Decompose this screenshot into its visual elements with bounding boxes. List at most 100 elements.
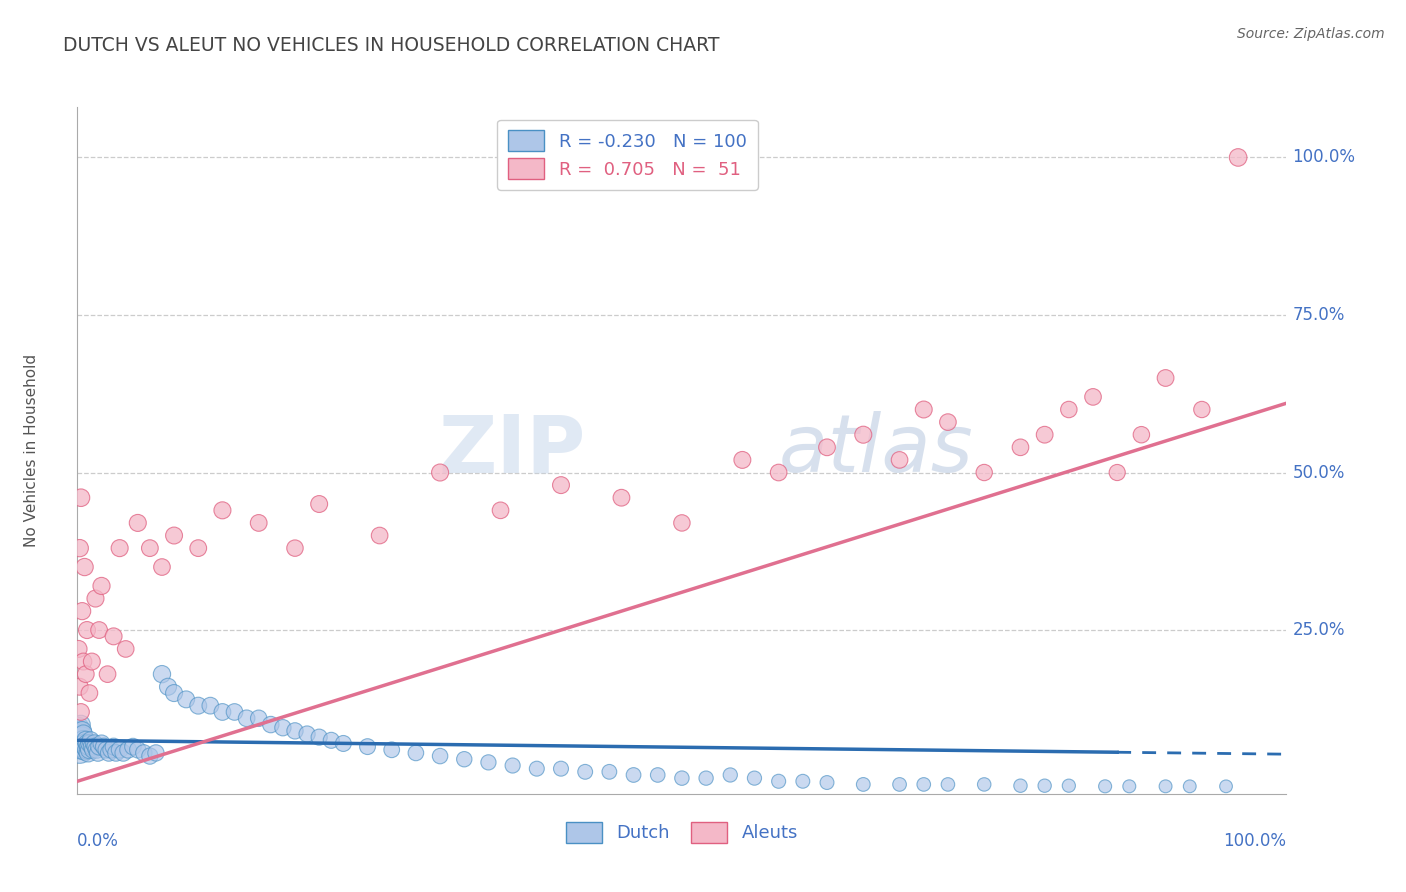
Point (211, 705, 233, 719)
Text: 75.0%: 75.0% (1292, 306, 1346, 324)
Point (295, 727, 318, 741)
Point (731, 453, 754, 467)
Point (453, 752, 475, 766)
Text: 100.0%: 100.0% (1292, 148, 1355, 167)
Point (67, 733, 90, 747)
Point (1033, 427, 1056, 442)
Point (1178, 780, 1201, 794)
Point (852, 777, 875, 791)
Point (187, 541, 209, 555)
Point (647, 768, 669, 782)
Point (122, 739, 145, 754)
Point (70, 705, 93, 719)
Point (73, 743, 96, 757)
Point (598, 764, 620, 779)
Point (936, 777, 959, 791)
Point (224, 705, 246, 719)
Point (150, 667, 173, 681)
Point (84, 591, 107, 606)
Point (70, 723, 93, 738)
Point (973, 777, 995, 791)
Point (127, 516, 149, 530)
Point (792, 774, 814, 789)
Point (139, 541, 162, 555)
Point (718, 768, 741, 782)
Point (1057, 402, 1080, 417)
Point (70, 739, 93, 754)
Point (477, 756, 499, 770)
Point (105, 746, 128, 760)
Point (103, 739, 125, 754)
Point (489, 503, 512, 517)
Point (695, 771, 717, 785)
Point (90, 579, 112, 593)
Point (157, 680, 180, 694)
Text: DUTCH VS ALEUT NO VEHICLES IN HOUSEHOLD CORRELATION CHART: DUTCH VS ALEUT NO VEHICLES IN HOUSEHOLD … (63, 36, 720, 54)
Point (260, 717, 283, 731)
Point (574, 764, 596, 779)
Point (163, 686, 186, 700)
Point (75, 739, 97, 754)
Point (610, 491, 633, 505)
Point (77, 739, 100, 754)
Text: 50.0%: 50.0% (1292, 464, 1346, 482)
Point (744, 771, 766, 785)
Point (1118, 780, 1140, 794)
Point (174, 692, 197, 706)
Point (550, 762, 572, 776)
Point (96, 743, 118, 757)
Point (405, 746, 427, 760)
Point (67, 642, 90, 657)
Point (768, 466, 790, 480)
Point (1154, 371, 1177, 385)
Point (429, 749, 451, 764)
Point (768, 774, 790, 789)
Point (889, 777, 911, 791)
Text: ZIP: ZIP (437, 411, 585, 490)
Point (96, 667, 118, 681)
Point (108, 541, 131, 555)
Legend: Dutch, Aleuts: Dutch, Aleuts (558, 814, 806, 850)
Point (97, 746, 120, 760)
Point (912, 777, 935, 791)
Point (84, 739, 107, 754)
Point (70, 730, 93, 744)
Point (67, 721, 90, 735)
Point (75, 667, 97, 681)
Point (127, 743, 149, 757)
Point (815, 775, 838, 789)
Point (623, 768, 645, 782)
Point (108, 743, 131, 757)
Point (69, 736, 91, 750)
Point (912, 402, 935, 417)
Point (69, 723, 91, 738)
Point (103, 629, 125, 643)
Point (671, 516, 693, 530)
Point (114, 642, 136, 657)
Point (80, 655, 103, 669)
Point (150, 560, 173, 574)
Point (93, 739, 115, 754)
Point (90, 736, 112, 750)
Point (87, 739, 110, 754)
Point (356, 739, 378, 754)
Text: 100.0%: 100.0% (1223, 831, 1286, 850)
Point (308, 730, 330, 744)
Point (271, 721, 294, 735)
Point (936, 415, 959, 429)
Point (67, 727, 90, 741)
Point (72, 655, 94, 669)
Point (211, 503, 233, 517)
Text: 0.0%: 0.0% (77, 831, 120, 850)
Point (1191, 402, 1213, 417)
Point (247, 516, 270, 530)
Point (79, 686, 101, 700)
Point (79, 733, 101, 747)
Point (132, 746, 155, 760)
Point (321, 733, 343, 747)
Point (73, 560, 96, 574)
Point (526, 762, 548, 776)
Point (550, 478, 572, 492)
Point (80, 739, 103, 754)
Point (69, 541, 91, 555)
